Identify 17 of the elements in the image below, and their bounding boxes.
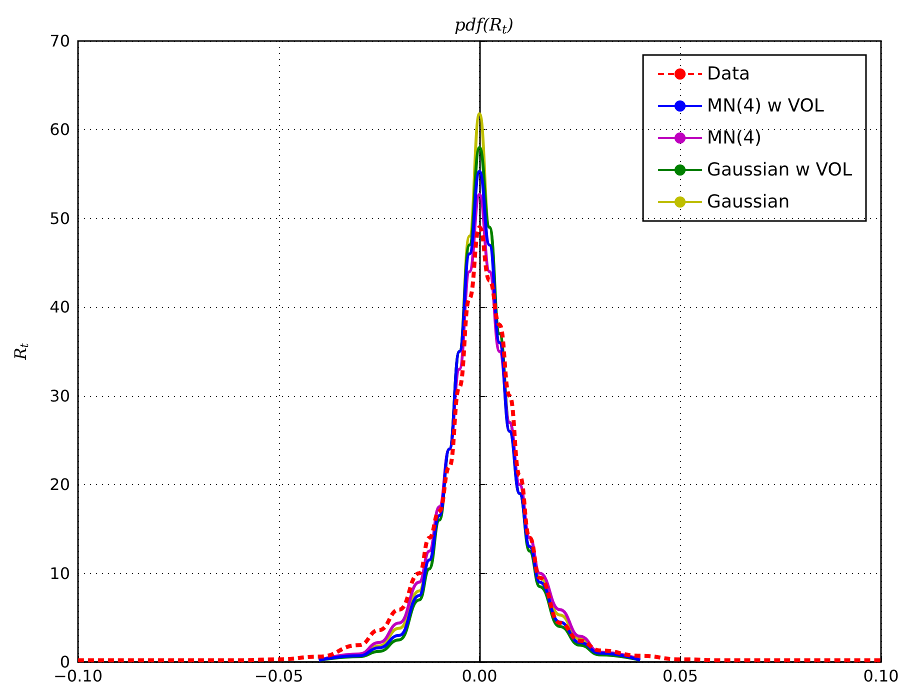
legend-label: Gaussian w VOL: [707, 160, 852, 180]
legend-label: MN(4) w VOL: [707, 96, 824, 116]
y-tick-label: 20: [50, 475, 70, 494]
legend-label: MN(4): [707, 128, 762, 148]
y-tick-label: 10: [50, 564, 70, 583]
y-tick-label: 50: [50, 208, 70, 228]
y-axis-title: Rt: [11, 342, 31, 361]
y-tick-label: 40: [50, 298, 70, 317]
x-tick-label: 0.10: [863, 666, 899, 686]
y-tick-label: 70: [50, 32, 70, 50]
x-tick-label: 0.05: [662, 666, 698, 686]
y-tick-label: 60: [50, 120, 70, 140]
y-tick-label: 30: [50, 386, 70, 406]
x-tick-label: −0.05: [254, 666, 304, 686]
legend-label: Gaussian: [707, 192, 790, 212]
legend-label: Data: [707, 64, 750, 84]
x-tick-label: 0.00: [462, 666, 498, 686]
